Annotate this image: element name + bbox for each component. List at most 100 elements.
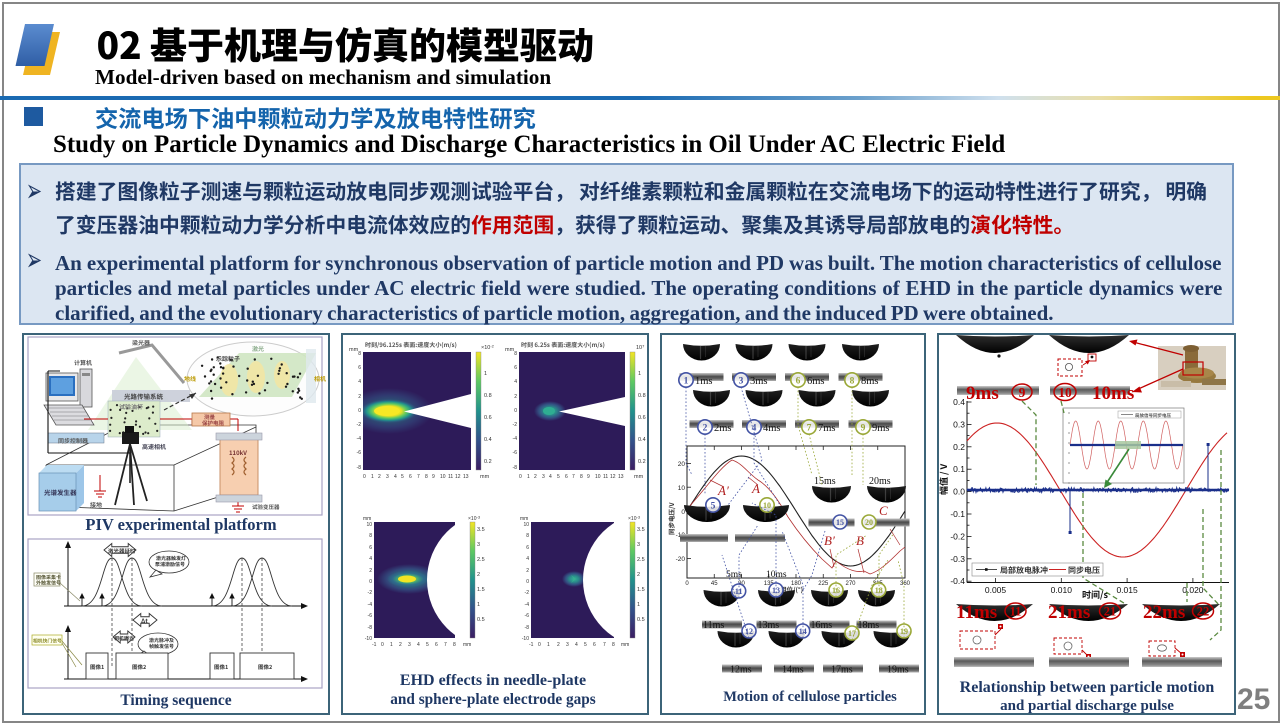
svg-text:-4: -4 [513, 436, 518, 442]
svg-text:8: 8 [358, 351, 361, 357]
svg-text:6: 6 [526, 545, 529, 551]
svg-text:mm: mm [463, 642, 471, 648]
svg-text:C: C [879, 503, 888, 518]
svg-text:-2: -2 [357, 422, 362, 428]
svg-text:20ms: 20ms [869, 476, 891, 487]
svg-text:13: 13 [618, 474, 624, 480]
svg-text:8: 8 [612, 642, 615, 648]
svg-text:20: 20 [678, 461, 686, 468]
svg-text:7: 7 [603, 642, 606, 648]
svg-text:A′: A′ [717, 483, 729, 498]
svg-text:10: 10 [1058, 385, 1072, 400]
svg-text:5: 5 [557, 474, 560, 480]
svg-text:0.4: 0.4 [484, 437, 492, 443]
svg-text:0.2: 0.2 [638, 459, 646, 465]
svg-text:11: 11 [1010, 605, 1022, 619]
svg-text:and sphere-plate electrode gap: and sphere-plate electrode gaps [390, 691, 596, 708]
svg-text:8: 8 [425, 474, 428, 480]
svg-text:6: 6 [565, 474, 568, 480]
svg-text:×10-3: ×10-3 [468, 515, 481, 523]
svg-text:5: 5 [401, 474, 404, 480]
svg-text:18ms: 18ms [858, 620, 880, 631]
svg-text:9: 9 [432, 474, 435, 480]
svg-text:2ms: 2ms [714, 423, 732, 434]
svg-text:1: 1 [477, 602, 480, 608]
svg-text:10: 10 [595, 474, 601, 480]
svg-text:10: 10 [763, 501, 771, 510]
svg-text:0: 0 [681, 509, 685, 516]
svg-text:9: 9 [861, 423, 866, 433]
svg-text:-4: -4 [525, 602, 530, 608]
svg-text:6: 6 [796, 376, 801, 386]
svg-text:1.5: 1.5 [637, 587, 645, 593]
svg-text:17ms: 17ms [831, 665, 853, 676]
svg-text:0.5: 0.5 [477, 617, 485, 623]
svg-text:-10: -10 [522, 636, 529, 642]
svg-text:Relationship between particle: Relationship between particle motion [960, 679, 1215, 696]
svg-text:15ms: 15ms [814, 476, 836, 487]
svg-text:0.4: 0.4 [638, 437, 646, 443]
svg-text:20: 20 [865, 518, 873, 527]
svg-text:8: 8 [369, 533, 372, 539]
svg-text:2: 2 [637, 572, 640, 578]
svg-text:0.2: 0.2 [953, 442, 965, 452]
svg-text:2: 2 [369, 568, 372, 574]
svg-text:3: 3 [386, 474, 389, 480]
svg-text:4: 4 [358, 379, 361, 385]
svg-text:4: 4 [752, 423, 757, 433]
svg-text:1: 1 [638, 371, 641, 377]
svg-text:2.5: 2.5 [477, 557, 485, 563]
svg-text:0.005: 0.005 [985, 585, 1007, 595]
svg-text:8: 8 [453, 642, 456, 648]
svg-text:9: 9 [587, 474, 590, 480]
svg-text:4: 4 [575, 642, 578, 648]
svg-text:10: 10 [366, 522, 372, 528]
svg-text:mm: mm [621, 642, 629, 648]
svg-text:4ms: 4ms [763, 423, 781, 434]
svg-text:5: 5 [711, 501, 716, 511]
svg-text:4: 4 [514, 379, 517, 385]
svg-text:3: 3 [566, 642, 569, 648]
svg-text:8: 8 [526, 533, 529, 539]
svg-text:1: 1 [547, 642, 550, 648]
svg-text:×10-2: ×10-2 [481, 344, 495, 352]
svg-text:-0.4: -0.4 [950, 576, 965, 586]
svg-text:0: 0 [538, 642, 541, 648]
svg-text:0.2: 0.2 [484, 459, 492, 465]
svg-text:0.4: 0.4 [953, 397, 965, 407]
svg-text:18: 18 [875, 586, 883, 595]
svg-text:16: 16 [832, 586, 840, 595]
svg-text:270: 270 [845, 581, 856, 587]
svg-text:0.0: 0.0 [953, 487, 965, 497]
svg-text:mm: mm [349, 347, 359, 353]
svg-text:0.015: 0.015 [1116, 585, 1138, 595]
svg-text:-8: -8 [525, 625, 530, 631]
svg-text:mm: mm [520, 516, 528, 522]
svg-text:22: 22 [1197, 605, 1210, 619]
svg-text:15: 15 [836, 518, 844, 527]
svg-text:17: 17 [848, 629, 856, 638]
svg-text:2: 2 [526, 568, 529, 574]
svg-text:10ms: 10ms [766, 570, 787, 580]
svg-text:360: 360 [900, 581, 911, 587]
svg-text:107: 107 [636, 344, 645, 352]
svg-text:-8: -8 [368, 625, 373, 631]
svg-text:0: 0 [363, 474, 366, 480]
svg-text:180: 180 [791, 581, 802, 587]
svg-text:8ms: 8ms [861, 376, 879, 387]
svg-text:14: 14 [799, 627, 807, 636]
svg-text:1: 1 [390, 642, 393, 648]
svg-text:6: 6 [593, 642, 596, 648]
svg-text:7: 7 [572, 474, 575, 480]
svg-text:6: 6 [369, 545, 372, 551]
svg-text:12ms: 12ms [730, 665, 752, 676]
svg-text:-1: -1 [372, 642, 377, 648]
svg-text:0.6: 0.6 [484, 415, 492, 421]
svg-text:6: 6 [514, 365, 517, 371]
svg-text:×10-3: ×10-3 [628, 515, 641, 523]
svg-text:5ms: 5ms [726, 570, 742, 580]
svg-text:-6: -6 [525, 613, 530, 619]
svg-text:mm: mm [480, 474, 490, 480]
svg-text:10: 10 [678, 485, 686, 492]
svg-text:14ms: 14ms [782, 665, 804, 676]
